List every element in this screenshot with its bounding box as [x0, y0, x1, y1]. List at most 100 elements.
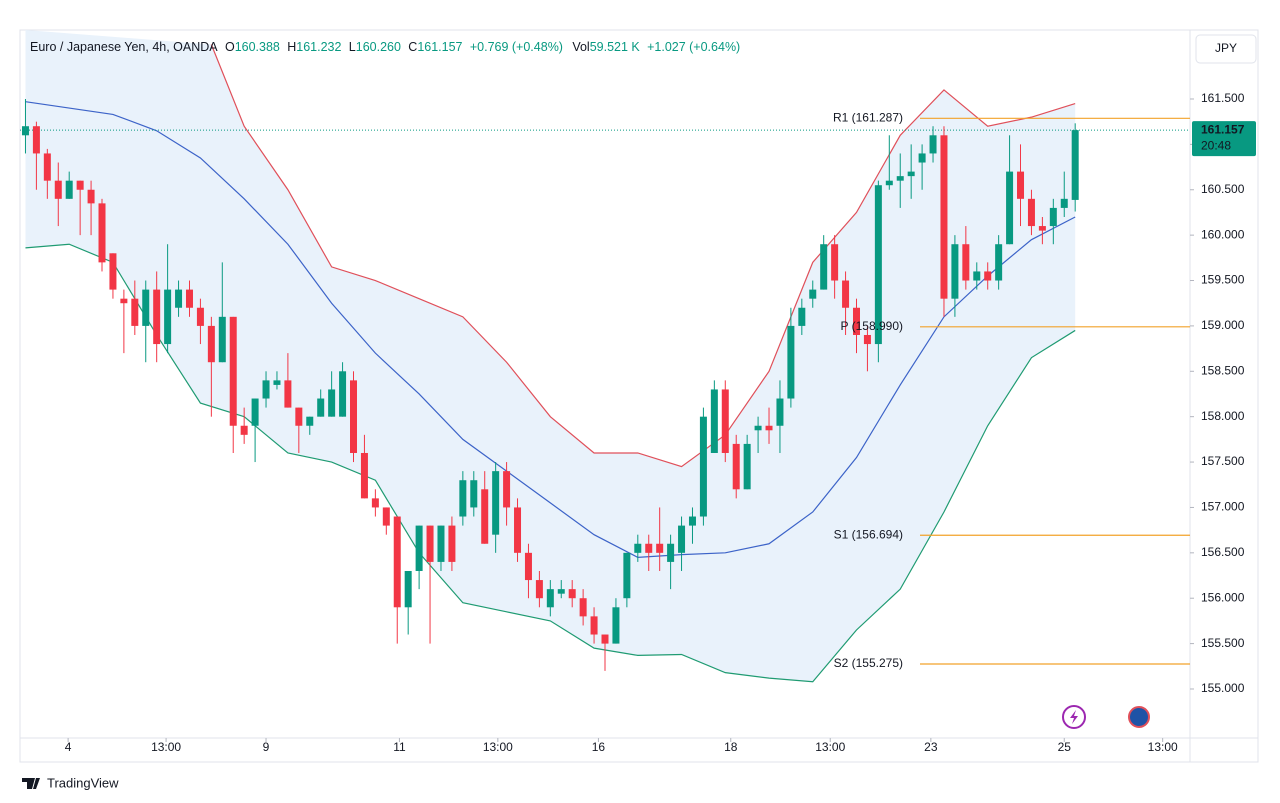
candle-body	[142, 289, 150, 326]
candle-body	[251, 398, 259, 426]
band-fill	[25, 30, 1076, 682]
y-tick-label: 158.500	[1201, 363, 1245, 377]
candle-body	[874, 185, 882, 345]
candle-body	[809, 289, 817, 299]
x-tick-label: 16	[592, 740, 606, 754]
candle-body	[328, 389, 336, 417]
candle-body	[995, 244, 1003, 281]
candle-body	[557, 589, 565, 594]
pivot-label: S1 (156.694)	[834, 527, 903, 541]
pivot-label: P (158.990)	[841, 319, 904, 333]
currency-button[interactable]	[1195, 34, 1257, 64]
x-tick-label: 11	[393, 740, 406, 754]
candle-body	[1027, 198, 1035, 227]
axes: 155.000 155.500 156.000 156.500 157.000 157.5…	[65, 91, 1256, 754]
candle-body	[426, 525, 434, 562]
candle-body	[918, 153, 926, 163]
candle-body	[87, 189, 95, 204]
candle-body	[207, 325, 215, 363]
x-tick-label: 9	[263, 740, 270, 754]
last-price-badge	[1192, 121, 1256, 157]
candle-body	[568, 589, 576, 599]
candle-body	[503, 471, 511, 508]
candle-body	[284, 380, 292, 408]
plot-area: R1 (161.287) P (158.990) S1 (156.694) S2 (1…	[20, 30, 1190, 683]
candle-body	[339, 371, 347, 417]
candle-body	[1017, 171, 1025, 199]
candle-body	[688, 516, 696, 526]
event-icon[interactable]	[1128, 706, 1150, 728]
candle-body	[470, 480, 478, 508]
candle-body	[448, 525, 456, 562]
candle-body	[404, 570, 412, 608]
candle-body	[667, 543, 675, 562]
band-line	[25, 101, 1076, 558]
last-price-label: 161.157	[1201, 122, 1245, 136]
x-tick-label: 13:00	[483, 740, 513, 754]
candle-body	[196, 307, 204, 326]
price-change: +0.769 (+0.48%)	[470, 40, 563, 54]
candle-body	[1049, 207, 1057, 227]
brand-name: TradingView	[47, 775, 119, 790]
candle-body	[831, 244, 839, 281]
candle-body	[776, 398, 784, 426]
pivot-label: R1 (161.287)	[833, 110, 903, 124]
candle-body	[185, 289, 193, 308]
candle-body	[437, 525, 445, 562]
candle-body	[76, 180, 84, 190]
candle-body	[787, 325, 795, 399]
candle-body	[535, 580, 543, 599]
y-tick-label: 159.500	[1201, 273, 1245, 287]
logo-mark	[22, 778, 40, 789]
candle-body	[699, 416, 707, 517]
candle-body	[229, 316, 237, 426]
candle-body	[459, 480, 467, 517]
candle-body	[240, 425, 248, 435]
candle-body	[678, 525, 686, 553]
candle-body	[514, 507, 522, 553]
candle-body	[743, 443, 751, 490]
candle-body	[546, 589, 554, 608]
y-tick-label: 157.000	[1201, 500, 1245, 514]
candle-body	[21, 126, 29, 136]
candle-body	[612, 607, 620, 644]
candle-body	[350, 380, 358, 453]
currency-label: JPY	[1215, 41, 1237, 55]
countdown-label: 20:48	[1201, 138, 1231, 152]
x-tick-label: 18	[724, 740, 738, 754]
y-tick-label: 156.000	[1201, 590, 1245, 604]
candle-body	[262, 380, 270, 399]
candle-body	[218, 316, 226, 363]
brand-logo: TradingView	[22, 775, 119, 790]
candle-body	[907, 171, 915, 177]
candle-body	[852, 307, 860, 335]
candle-body	[710, 389, 718, 453]
y-tick-label: 160.500	[1201, 182, 1245, 196]
candle-body	[984, 271, 992, 281]
candle-body	[929, 135, 937, 154]
candle-body	[54, 180, 62, 199]
candle-body	[382, 507, 390, 526]
band-line	[25, 243, 1076, 683]
volume-label: Vol	[572, 40, 589, 54]
volume-value: 59.521 K	[590, 40, 641, 54]
candle-body	[1006, 171, 1014, 245]
volume-change: +1.027 (+0.64%)	[647, 40, 740, 54]
x-tick-label: 23	[924, 740, 938, 754]
candle-body	[98, 203, 106, 263]
candle-body	[481, 489, 489, 544]
candle-body	[940, 135, 948, 299]
candle-body	[721, 389, 729, 453]
ohlc-value: 160.260	[356, 40, 401, 54]
x-tick-label: 25	[1058, 740, 1072, 754]
candle-body	[295, 407, 303, 426]
candle-body	[175, 289, 183, 308]
candle-body	[842, 280, 850, 308]
candle-body	[765, 425, 773, 431]
candle-body	[109, 253, 117, 290]
candle-body	[962, 244, 970, 281]
candle-body	[317, 398, 325, 417]
symbol: Euro / Japanese Yen, 4h, OANDA	[30, 40, 218, 54]
y-tick-label: 160.000	[1201, 227, 1245, 241]
